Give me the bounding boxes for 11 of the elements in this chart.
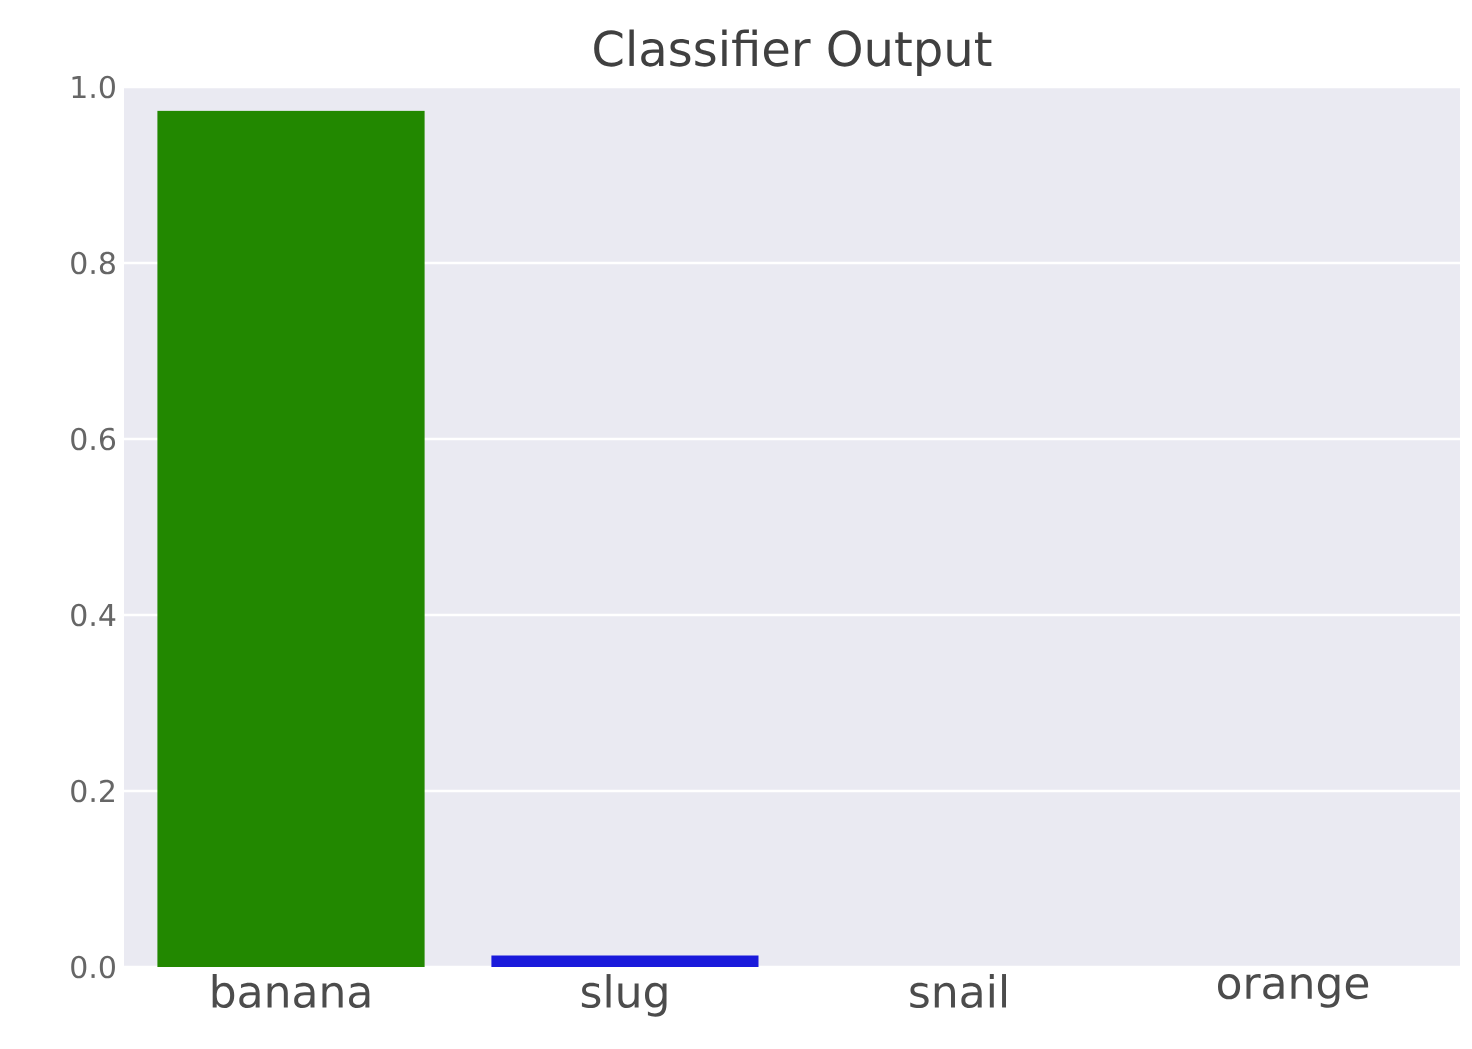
y-tick-label: 1.0: [72, 75, 115, 99]
x-tick-label: snail: [910, 974, 1007, 1009]
x-tick-label: slug: [581, 974, 667, 1017]
x-tick-label: banana: [212, 974, 370, 1009]
x-tick-label: orange: [1217, 974, 1369, 1008]
y-tick-label: 0.4: [71, 603, 116, 627]
y-tick-label: 0.0: [71, 955, 115, 979]
y-tick-label: 0.2: [71, 779, 114, 803]
y-tick-label: 0.8: [71, 251, 115, 275]
y-tick-label: 0.6: [71, 427, 116, 451]
chart-title: Classifier Output: [594, 29, 992, 76]
